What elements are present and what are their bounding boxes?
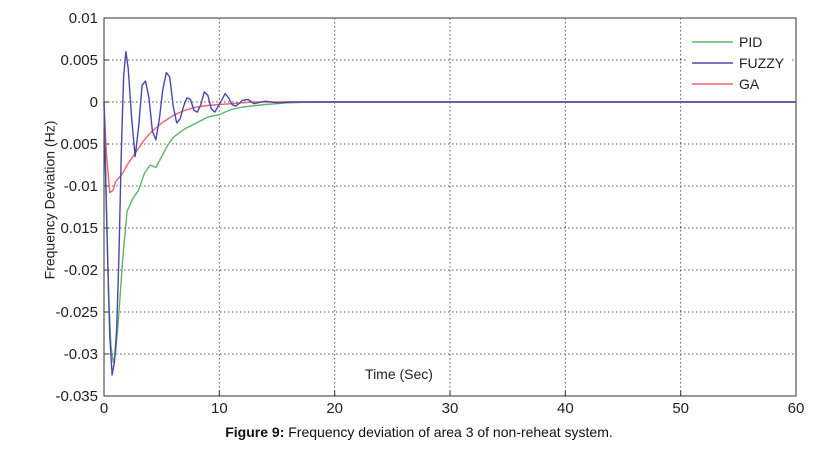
y-tick-label: 0.005 bbox=[60, 136, 98, 153]
y-axis: 0.01 0.005 0 0.005 -0.01 0.015 -0.02 -0.025 -0.0… bbox=[55, 10, 109, 405]
x-tick-label: 0 bbox=[100, 400, 108, 417]
x-axis: 0 10 20 30 40 50 60 bbox=[100, 391, 805, 417]
figure-caption-text: Frequency deviation of area 3 of non-reh… bbox=[284, 424, 613, 440]
y-axis-title: Frequency Deviation (Hz) bbox=[42, 121, 58, 280]
series-line-fuzzy bbox=[103, 50, 796, 376]
x-tick-label: 10 bbox=[211, 400, 228, 417]
x-tick-label: 30 bbox=[442, 400, 459, 417]
y-tick-label: -0.02 bbox=[64, 262, 98, 279]
series-lines bbox=[103, 50, 796, 376]
x-axis-title: Time (Sec) bbox=[365, 366, 433, 382]
x-tick-label: 40 bbox=[557, 400, 574, 417]
x-tick-label: 50 bbox=[672, 400, 689, 417]
figure-caption-label: Figure 9: bbox=[225, 424, 285, 440]
frequency-deviation-chart: 0 10 20 30 40 50 60 0.01 0.005 0 0.005 -0.01 0.015 -… bbox=[42, 10, 805, 417]
y-tick-label: 0.005 bbox=[60, 52, 98, 69]
x-tick-label: 60 bbox=[788, 400, 805, 417]
x-axis-title-bg bbox=[356, 364, 442, 384]
legend-label-fuzzy: FUZZY bbox=[739, 55, 785, 71]
y-tick-label: -0.025 bbox=[55, 304, 98, 321]
x-tick-label: 20 bbox=[326, 400, 343, 417]
y-tick-label: 0.01 bbox=[69, 10, 98, 27]
y-tick-label: 0.015 bbox=[60, 220, 98, 237]
legend-label-ga: GA bbox=[739, 76, 760, 92]
figure-caption: Figure 9: Frequency deviation of area 3 … bbox=[0, 424, 838, 440]
y-tick-label: -0.035 bbox=[55, 388, 98, 405]
y-tick-label: 0 bbox=[90, 94, 98, 111]
y-tick-label: -0.03 bbox=[64, 346, 98, 363]
legend-label-pid: PID bbox=[739, 34, 762, 50]
legend: PID FUZZY GA bbox=[686, 30, 792, 96]
y-tick-label: -0.01 bbox=[64, 178, 98, 195]
